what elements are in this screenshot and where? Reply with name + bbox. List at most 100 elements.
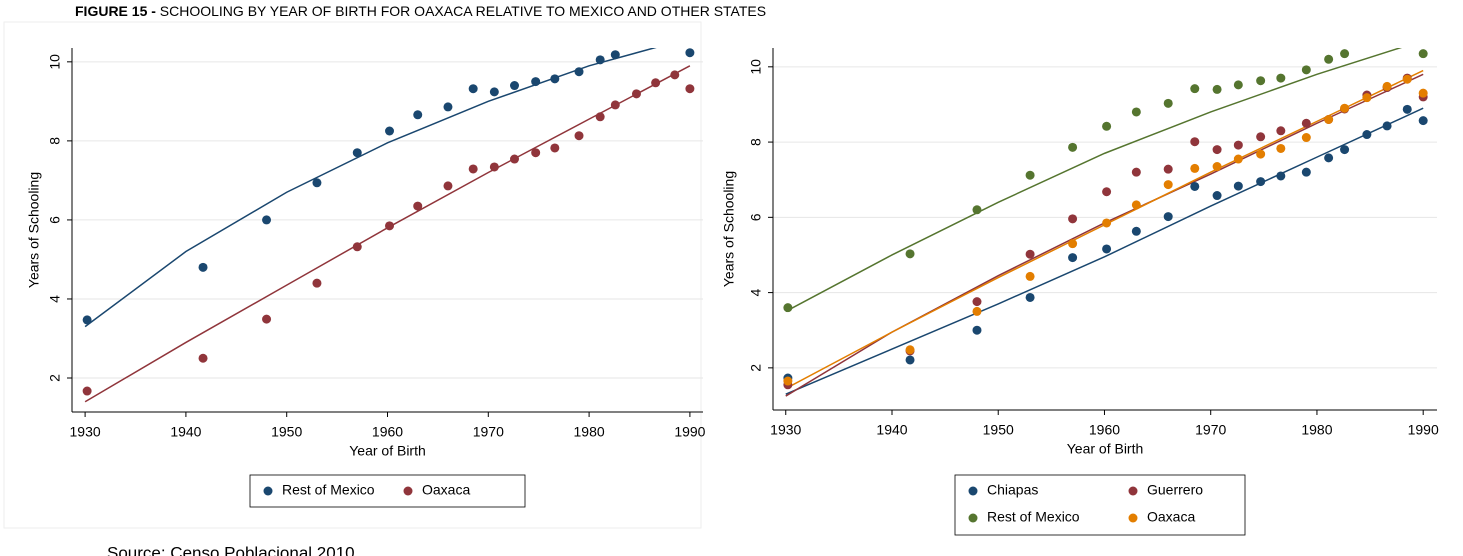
legend-label: Rest of Mexico (987, 509, 1080, 525)
point (198, 353, 208, 363)
point (1131, 167, 1141, 177)
y-tick-label: 8 (47, 137, 63, 145)
legend-marker (968, 513, 978, 523)
point (531, 77, 541, 87)
point (1256, 177, 1266, 187)
point (1163, 164, 1173, 174)
point (1102, 121, 1112, 131)
x-axis-label: Year of Birth (349, 443, 426, 459)
legend-marker (1128, 513, 1138, 523)
y-tick-label: 10 (748, 59, 764, 75)
point (1276, 171, 1286, 181)
point (1190, 84, 1200, 94)
point (468, 164, 478, 174)
point (1402, 74, 1412, 84)
point (550, 143, 560, 153)
point (670, 70, 680, 80)
legend-label: Oaxaca (422, 482, 470, 498)
point (385, 221, 395, 231)
point (1025, 170, 1035, 180)
figure-title: FIGURE 15 - SCHOOLING BY YEAR OF BIRTH F… (75, 3, 766, 19)
x-tick-label: 1960 (372, 424, 403, 440)
point (1362, 93, 1372, 103)
point (1256, 149, 1266, 159)
point (1233, 181, 1243, 191)
point (595, 112, 605, 122)
point (1324, 153, 1334, 163)
x-tick-label: 1940 (876, 422, 907, 438)
point (312, 278, 322, 288)
point (352, 148, 362, 158)
source-note: Source: Censo Poblacional 2010 (107, 543, 355, 556)
point (1233, 140, 1243, 150)
point (1233, 154, 1243, 164)
point (1025, 271, 1035, 281)
y-tick-label: 2 (47, 374, 63, 382)
point (468, 84, 478, 94)
plot-area (82, 48, 695, 403)
point (510, 154, 520, 164)
panel-border (3, 21, 702, 529)
point (385, 126, 395, 136)
x-tick-label: 1970 (1195, 422, 1226, 438)
point (1131, 107, 1141, 117)
legend-marker (968, 486, 978, 496)
point (610, 50, 620, 60)
fit-line (785, 107, 1424, 395)
x-tick-label: 1930 (70, 424, 101, 440)
point (1025, 249, 1035, 259)
point (1256, 76, 1266, 86)
point (1301, 133, 1311, 143)
point (550, 74, 560, 84)
point (1256, 132, 1266, 142)
x-tick-label: 1990 (674, 424, 705, 440)
point (905, 249, 915, 259)
point (595, 55, 605, 65)
x-tick-label: 1960 (1089, 422, 1120, 438)
y-tick-label: 10 (47, 54, 63, 70)
point (1382, 81, 1392, 91)
y-tick-label: 8 (748, 138, 764, 146)
point (1163, 98, 1173, 108)
point (413, 110, 423, 120)
legend-label: Chiapas (987, 482, 1038, 498)
point (574, 67, 584, 77)
point (1301, 118, 1311, 128)
point (905, 355, 915, 365)
point (1324, 54, 1334, 64)
y-tick-label: 4 (47, 295, 63, 303)
x-tick-label: 1950 (983, 422, 1014, 438)
point (1212, 145, 1222, 155)
point (972, 205, 982, 215)
point (1068, 142, 1078, 152)
point (489, 87, 499, 97)
point (1212, 162, 1222, 172)
x-tick-label: 1950 (271, 424, 302, 440)
point (1418, 49, 1428, 59)
point (1025, 292, 1035, 302)
legend-label: Guerrero (1147, 482, 1203, 498)
point (1362, 130, 1372, 140)
legend-label: Oaxaca (1147, 509, 1195, 525)
point (82, 386, 92, 396)
point (510, 81, 520, 91)
point (685, 84, 695, 94)
point (489, 162, 499, 172)
x-tick-label: 1940 (170, 424, 201, 440)
point (783, 376, 793, 386)
point (1340, 103, 1350, 113)
point (905, 345, 915, 355)
fit-line (84, 48, 657, 328)
point (972, 297, 982, 307)
title-text: SCHOOLING BY YEAR OF BIRTH FOR OAXACA RE… (160, 3, 766, 19)
point (1276, 73, 1286, 83)
point (443, 102, 453, 112)
plot-area (783, 48, 1428, 397)
point (972, 306, 982, 316)
y-tick-label: 6 (47, 216, 63, 224)
point (1190, 163, 1200, 173)
legend-box (249, 474, 526, 508)
point (1276, 126, 1286, 136)
